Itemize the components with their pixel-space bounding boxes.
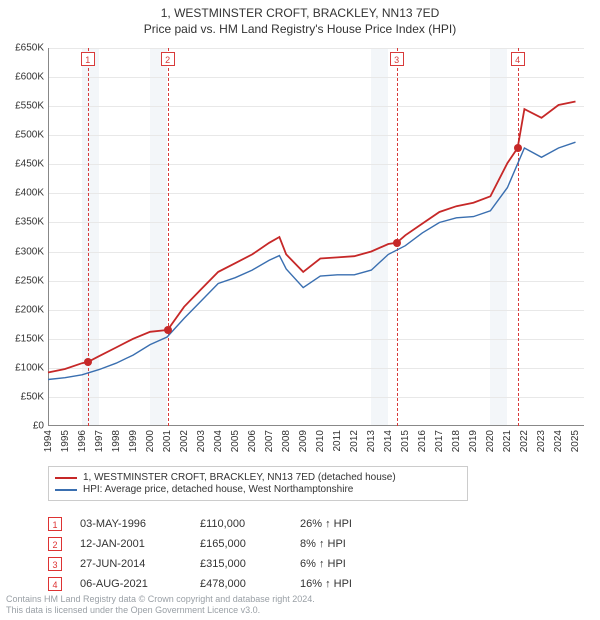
y-tick-label: £200K [0, 304, 44, 315]
x-tick-label: 2006 [247, 430, 258, 452]
x-tick-label: 2015 [400, 430, 411, 452]
event-dot [514, 144, 522, 152]
event-row: 3 27-JUN-2014£315,0006% ↑ HPI [48, 554, 410, 574]
x-tick-label: 2014 [383, 430, 394, 452]
x-tick-label: 2005 [230, 430, 241, 452]
y-tick-label: £550K [0, 101, 44, 112]
x-tick-label: 2013 [366, 430, 377, 452]
y-tick-label: £50K [0, 391, 44, 402]
x-tick-label: 2021 [502, 430, 513, 452]
legend: 1, WESTMINSTER CROFT, BRACKLEY, NN13 7ED… [48, 466, 468, 501]
x-tick-label: 1994 [43, 430, 54, 452]
event-row: 2 12-JAN-2001£165,0008% ↑ HPI [48, 534, 410, 554]
series-price_paid [48, 102, 576, 373]
x-tick-label: 2022 [519, 430, 530, 452]
event-row-price: £110,000 [200, 518, 300, 530]
x-tick-label: 2002 [179, 430, 190, 452]
x-tick-label: 2024 [553, 430, 564, 452]
y-tick-label: £350K [0, 217, 44, 228]
x-tick-label: 2019 [468, 430, 479, 452]
attribution-line-2: This data is licensed under the Open Gov… [6, 605, 315, 616]
legend-item: 1, WESTMINSTER CROFT, BRACKLEY, NN13 7ED… [55, 472, 461, 483]
x-tick-label: 2023 [536, 430, 547, 452]
x-tick-label: 1998 [111, 430, 122, 452]
event-row-price: £165,000 [200, 538, 300, 550]
event-row-date: 03-MAY-1996 [80, 518, 200, 530]
y-tick-label: £500K [0, 130, 44, 141]
y-tick-label: £250K [0, 275, 44, 286]
y-tick-label: £400K [0, 188, 44, 199]
y-tick-label: £300K [0, 246, 44, 257]
event-row-diff: 16% ↑ HPI [300, 578, 410, 590]
x-tick-label: 1996 [77, 430, 88, 452]
chart-area: 1234 £0£50K£100K£150K£200K£250K£300K£350… [48, 48, 584, 426]
y-tick-label: £450K [0, 159, 44, 170]
attribution-line-1: Contains HM Land Registry data © Crown c… [6, 594, 315, 605]
x-tick-label: 2007 [264, 430, 275, 452]
event-dot [84, 358, 92, 366]
x-tick-label: 2020 [485, 430, 496, 452]
x-tick-label: 2016 [417, 430, 428, 452]
x-tick-label: 2009 [298, 430, 309, 452]
chart-title: 1, WESTMINSTER CROFT, BRACKLEY, NN13 7ED… [0, 0, 600, 38]
legend-label: HPI: Average price, detached house, West… [83, 484, 353, 495]
event-row: 4 06-AUG-2021£478,00016% ↑ HPI [48, 574, 410, 594]
legend-swatch [55, 489, 77, 491]
x-tick-label: 2000 [145, 430, 156, 452]
x-tick-label: 2018 [451, 430, 462, 452]
attribution: Contains HM Land Registry data © Crown c… [6, 594, 315, 617]
x-tick-label: 2003 [196, 430, 207, 452]
event-dot [164, 326, 172, 334]
legend-item: HPI: Average price, detached house, West… [55, 484, 461, 495]
event-row-price: £478,000 [200, 578, 300, 590]
x-tick-label: 1999 [128, 430, 139, 452]
event-row-diff: 6% ↑ HPI [300, 558, 410, 570]
event-row-diff: 26% ↑ HPI [300, 518, 410, 530]
series-lines [48, 48, 584, 426]
x-tick-label: 2008 [281, 430, 292, 452]
event-row-date: 12-JAN-2001 [80, 538, 200, 550]
x-tick-label: 2004 [213, 430, 224, 452]
x-tick-label: 2025 [570, 430, 581, 452]
legend-label: 1, WESTMINSTER CROFT, BRACKLEY, NN13 7ED… [83, 472, 396, 483]
event-dot [393, 239, 401, 247]
event-row: 1 03-MAY-1996£110,00026% ↑ HPI [48, 514, 410, 534]
title-line-2: Price paid vs. HM Land Registry's House … [0, 22, 600, 36]
event-row-date: 27-JUN-2014 [80, 558, 200, 570]
legend-swatch [55, 477, 77, 479]
y-tick-label: £150K [0, 333, 44, 344]
x-tick-label: 2012 [349, 430, 360, 452]
event-row-num: 2 [48, 537, 62, 551]
x-tick-label: 2010 [315, 430, 326, 452]
y-tick-label: £0 [0, 421, 44, 432]
event-row-price: £315,000 [200, 558, 300, 570]
y-tick-label: £650K [0, 43, 44, 54]
y-tick-label: £600K [0, 72, 44, 83]
event-row-diff: 8% ↑ HPI [300, 538, 410, 550]
y-tick-label: £100K [0, 362, 44, 373]
x-tick-label: 1997 [94, 430, 105, 452]
event-row-date: 06-AUG-2021 [80, 578, 200, 590]
events-table: 1 03-MAY-1996£110,00026% ↑ HPI 2 12-JAN-200… [48, 514, 410, 594]
title-line-1: 1, WESTMINSTER CROFT, BRACKLEY, NN13 7ED [0, 6, 600, 20]
event-row-num: 1 [48, 517, 62, 531]
event-row-num: 4 [48, 577, 62, 591]
series-hpi [48, 142, 576, 379]
x-tick-label: 1995 [60, 430, 71, 452]
x-tick-label: 2017 [434, 430, 445, 452]
event-row-num: 3 [48, 557, 62, 571]
x-tick-label: 2011 [332, 430, 343, 452]
x-tick-label: 2001 [162, 430, 173, 452]
